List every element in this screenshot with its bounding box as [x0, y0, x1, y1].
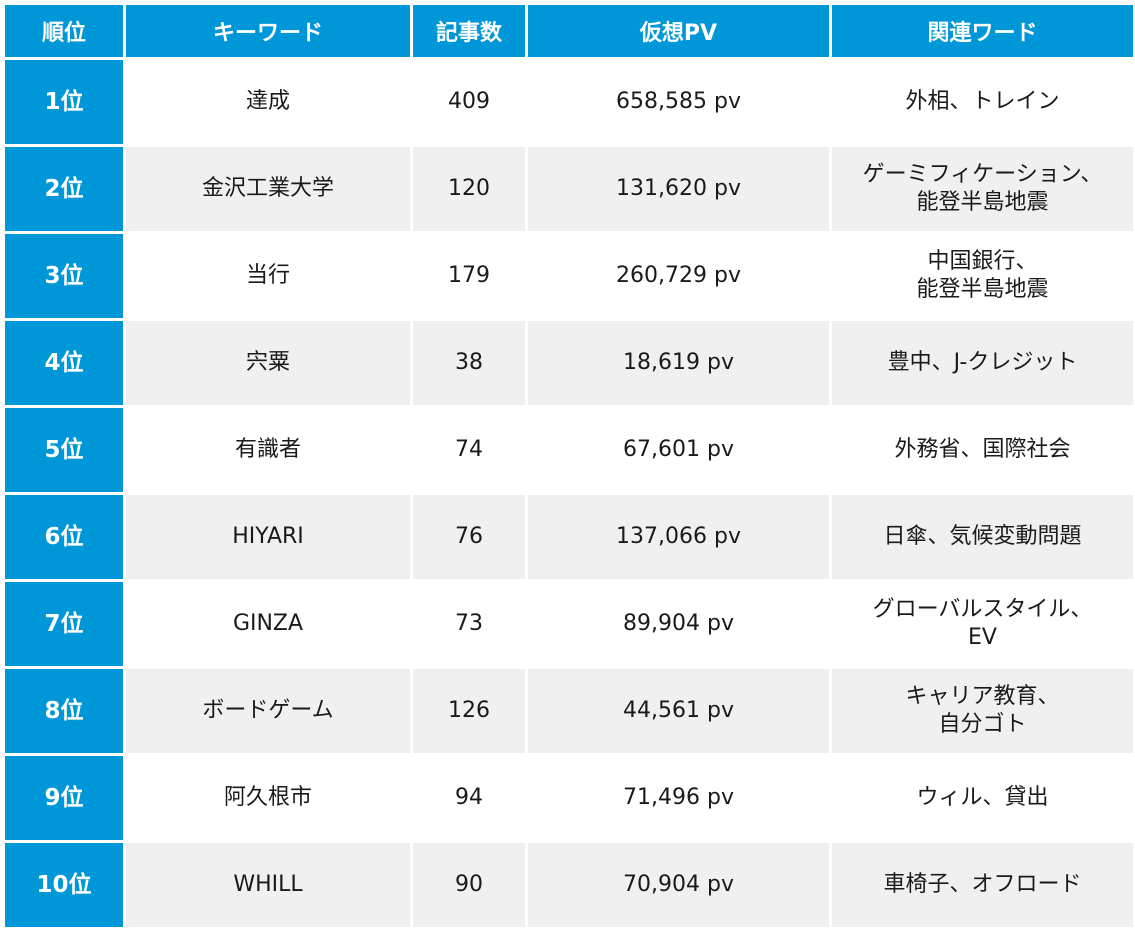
table-row: 3位 当行 179 260,729 pv 中国銀行、 能登半島地震	[5, 234, 1133, 318]
related-word-line: 豊中、J-クレジット	[887, 350, 1078, 375]
articles-cell: 73	[413, 582, 525, 666]
pv-cell: 131,620 pv	[528, 147, 829, 231]
rank-cell: 7位	[5, 582, 123, 666]
articles-cell: 126	[413, 669, 525, 753]
keyword-cell: HIYARI	[126, 495, 410, 579]
articles-cell: 76	[413, 495, 525, 579]
rank-cell: 4位	[5, 321, 123, 405]
keyword-ranking-table: 順位 キーワード 記事数 仮想PV 関連ワード 1位 達成 409 658,585 p…	[2, 2, 1135, 930]
related-word-line: キャリア教育、	[905, 684, 1060, 709]
related-word-line: 能登半島地震	[916, 277, 1049, 302]
rank-cell: 8位	[5, 669, 123, 753]
articles-cell: 38	[413, 321, 525, 405]
related-word-line: 中国銀行、	[927, 249, 1038, 274]
related-word-line: 自分ゴト	[938, 712, 1027, 737]
articles-cell: 409	[413, 60, 525, 144]
table-row: 2位 金沢工業大学 120 131,620 pv ゲーミフィケーション、 能登半島地震	[5, 147, 1133, 231]
pv-cell: 260,729 pv	[528, 234, 829, 318]
table-row: 4位 宍粟 38 18,619 pv 豊中、J-クレジット	[5, 321, 1133, 405]
rank-cell: 1位	[5, 60, 123, 144]
rank-cell: 6位	[5, 495, 123, 579]
table-row: 6位 HIYARI 76 137,066 pv 日傘、気候変動問題	[5, 495, 1133, 579]
keyword-cell: GINZA	[126, 582, 410, 666]
table-body: 1位 達成 409 658,585 pv 外相、トレイン 2位 金沢工業大学 120 131,6…	[5, 60, 1133, 927]
keyword-cell: 当行	[126, 234, 410, 318]
articles-cell: 120	[413, 147, 525, 231]
rank-cell: 5位	[5, 408, 123, 492]
rank-cell: 9位	[5, 756, 123, 840]
pv-cell: 18,619 pv	[528, 321, 829, 405]
related-word-line: 外相、トレイン	[905, 89, 1060, 114]
related-words-cell: 豊中、J-クレジット	[832, 321, 1133, 405]
related-word-line: ウィル、貸出	[916, 785, 1049, 810]
pv-cell: 137,066 pv	[528, 495, 829, 579]
related-words-cell: 車椅子、オフロード	[832, 843, 1133, 927]
articles-cell: 179	[413, 234, 525, 318]
keyword-cell: 宍粟	[126, 321, 410, 405]
keyword-column-header: キーワード	[126, 5, 410, 57]
table-row: 10位 WHILL 90 70,904 pv 車椅子、オフロード	[5, 843, 1133, 927]
related-word-line: グローバルスタイル、	[872, 597, 1093, 622]
rank-column-header: 順位	[5, 5, 123, 57]
table-row: 9位 阿久根市 94 71,496 pv ウィル、貸出	[5, 756, 1133, 840]
pv-cell: 44,561 pv	[528, 669, 829, 753]
articles-cell: 90	[413, 843, 525, 927]
related-words-cell: 日傘、気候変動問題	[832, 495, 1133, 579]
rank-cell: 2位	[5, 147, 123, 231]
header-row: 順位 キーワード 記事数 仮想PV 関連ワード	[5, 5, 1133, 57]
related-words-cell: キャリア教育、 自分ゴト	[832, 669, 1133, 753]
related-word-line: 車椅子、オフロード	[883, 872, 1082, 897]
table-row: 8位 ボードゲーム 126 44,561 pv キャリア教育、 自分ゴト	[5, 669, 1133, 753]
related-words-cell: 外相、トレイン	[832, 60, 1133, 144]
keyword-cell: 達成	[126, 60, 410, 144]
related-words-cell: ゲーミフィケーション、 能登半島地震	[832, 147, 1133, 231]
rank-cell: 3位	[5, 234, 123, 318]
keyword-cell: 金沢工業大学	[126, 147, 410, 231]
pv-cell: 70,904 pv	[528, 843, 829, 927]
related-word-line: 日傘、気候変動問題	[883, 524, 1082, 549]
related-column-header: 関連ワード	[832, 5, 1133, 57]
table-row: 1位 達成 409 658,585 pv 外相、トレイン	[5, 60, 1133, 144]
pv-column-header: 仮想PV	[528, 5, 829, 57]
table-row: 5位 有識者 74 67,601 pv 外務省、国際社会	[5, 408, 1133, 492]
related-words-cell: ウィル、貸出	[832, 756, 1133, 840]
related-word-line: ゲーミフィケーション、	[862, 162, 1103, 187]
pv-cell: 71,496 pv	[528, 756, 829, 840]
keyword-cell: ボードゲーム	[126, 669, 410, 753]
related-word-line: 外務省、国際社会	[894, 437, 1071, 462]
pv-cell: 658,585 pv	[528, 60, 829, 144]
table-row: 7位 GINZA 73 89,904 pv グローバルスタイル、 EV	[5, 582, 1133, 666]
keyword-cell: 有識者	[126, 408, 410, 492]
related-words-cell: グローバルスタイル、 EV	[832, 582, 1133, 666]
keyword-cell: WHILL	[126, 843, 410, 927]
related-word-line: 能登半島地震	[916, 190, 1049, 215]
related-words-cell: 外務省、国際社会	[832, 408, 1133, 492]
related-words-cell: 中国銀行、能登半島地震	[832, 234, 1133, 318]
articles-cell: 74	[413, 408, 525, 492]
rank-cell: 10位	[5, 843, 123, 927]
pv-cell: 67,601 pv	[528, 408, 829, 492]
keyword-cell: 阿久根市	[126, 756, 410, 840]
pv-cell: 89,904 pv	[528, 582, 829, 666]
related-word-line: EV	[968, 625, 997, 650]
articles-cell: 94	[413, 756, 525, 840]
articles-column-header: 記事数	[413, 5, 525, 57]
